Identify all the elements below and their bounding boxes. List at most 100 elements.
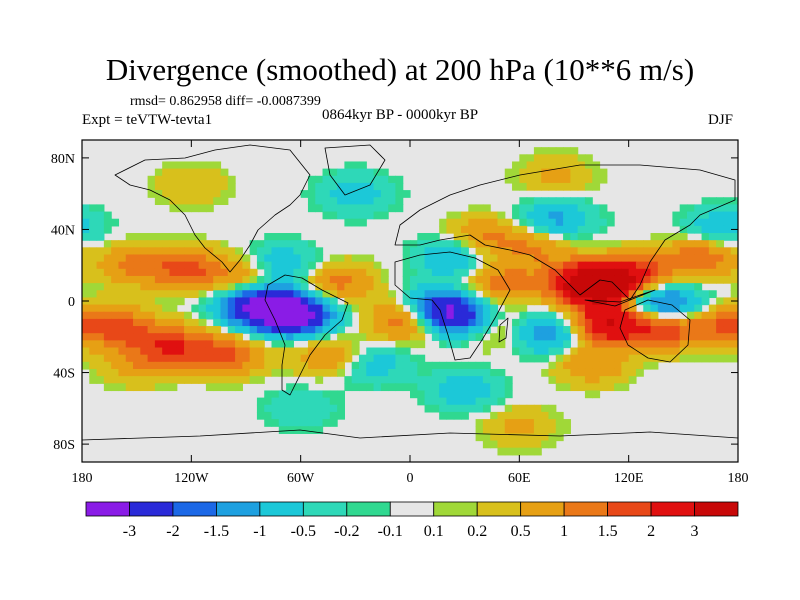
- field-cell: [118, 340, 127, 349]
- field-cell: [482, 290, 491, 299]
- field-cell: [322, 211, 331, 220]
- field-cell: [205, 190, 214, 198]
- colorbar-label: -2: [166, 523, 179, 540]
- field-cell: [249, 268, 258, 277]
- field-cell: [329, 311, 338, 320]
- field-cell: [402, 283, 411, 291]
- field-cell: [417, 318, 426, 327]
- field-cell: [453, 340, 462, 349]
- field-cell: [111, 240, 120, 248]
- field-cell: [358, 318, 367, 327]
- field-cell: [147, 254, 156, 263]
- field-cell: [89, 318, 98, 327]
- field-cell: [482, 218, 491, 227]
- field-cell: [154, 383, 163, 392]
- field-cell: [570, 383, 579, 392]
- field-cell: [264, 419, 273, 427]
- field-cell: [628, 361, 637, 370]
- field-cell: [402, 376, 411, 384]
- field-cell: [410, 368, 418, 377]
- field-cell: [526, 261, 535, 270]
- field-cell: [205, 297, 214, 306]
- field-cell: [526, 268, 535, 277]
- field-cell: [249, 297, 258, 306]
- field-cell: [388, 333, 397, 341]
- field-cell: [322, 404, 331, 413]
- field-cell: [307, 190, 316, 198]
- field-cell: [176, 290, 185, 299]
- field-cell: [446, 361, 455, 370]
- field-cell: [512, 254, 520, 263]
- field-cell: [475, 304, 484, 313]
- field-cell: [461, 297, 469, 306]
- field-cell: [169, 275, 178, 284]
- field-cell: [526, 326, 535, 334]
- field-cell: [111, 297, 120, 306]
- field-cell: [453, 261, 462, 270]
- field-cell: [373, 211, 382, 220]
- field-cell: [650, 333, 659, 341]
- field-cell: [366, 197, 375, 205]
- field-cell: [322, 347, 331, 356]
- field-cell: [635, 268, 644, 277]
- field-cell: [665, 347, 673, 356]
- field-cell: [643, 268, 652, 277]
- field-cell: [198, 233, 207, 241]
- field-cell: [147, 175, 156, 184]
- field-cell: [577, 347, 586, 356]
- field-cell: [249, 290, 258, 299]
- field-cell: [198, 290, 207, 299]
- field-cell: [606, 383, 615, 392]
- field-cell: [169, 161, 178, 170]
- field-cell: [468, 311, 477, 320]
- field-cell: [628, 368, 637, 377]
- field-cell: [584, 283, 593, 291]
- colorbar-swatch: [520, 501, 565, 517]
- field-cell: [548, 419, 557, 427]
- field-cell: [220, 247, 229, 256]
- field-cell: [300, 240, 309, 248]
- field-cell: [599, 290, 608, 299]
- colorbar-label: 3: [691, 523, 699, 540]
- field-cell: [708, 326, 717, 334]
- field-cell: [643, 283, 652, 291]
- field-cell: [468, 333, 477, 341]
- field-cell: [497, 426, 506, 434]
- field-cell: [490, 290, 499, 299]
- experiment-label: Expt = teVTW-tevta1: [82, 112, 213, 128]
- field-cell: [198, 168, 207, 177]
- field-cell: [512, 204, 520, 213]
- field-cell: [490, 240, 499, 248]
- field-cell: [169, 333, 178, 341]
- field-cell: [191, 326, 200, 334]
- field-cell: [198, 368, 207, 377]
- field-cell: [140, 354, 149, 363]
- field-cell: [191, 368, 200, 377]
- field-cell: [322, 397, 331, 406]
- field-cell: [176, 361, 185, 370]
- field-cell: [147, 297, 156, 306]
- field-cell: [205, 182, 214, 191]
- field-cell: [584, 333, 593, 341]
- field-cell: [315, 426, 324, 434]
- field-cell: [337, 182, 345, 191]
- colorbar-swatch: [172, 501, 217, 517]
- field-cell: [577, 283, 586, 291]
- field-cell: [184, 240, 192, 248]
- field-cell: [468, 240, 477, 248]
- field-cell: [337, 204, 345, 213]
- field-cell: [439, 397, 448, 406]
- field-cell: [307, 347, 316, 356]
- field-cell: [497, 311, 506, 320]
- field-cell: [606, 247, 615, 256]
- field-cell: [686, 318, 695, 327]
- field-cell: [446, 333, 455, 341]
- field-cell: [235, 261, 243, 270]
- field-cell: [410, 254, 418, 263]
- field-cell: [614, 361, 622, 370]
- field-cell: [665, 354, 673, 363]
- field-cell: [366, 268, 375, 277]
- field-cell: [614, 368, 622, 377]
- field-cell: [118, 283, 127, 291]
- field-cell: [453, 218, 462, 227]
